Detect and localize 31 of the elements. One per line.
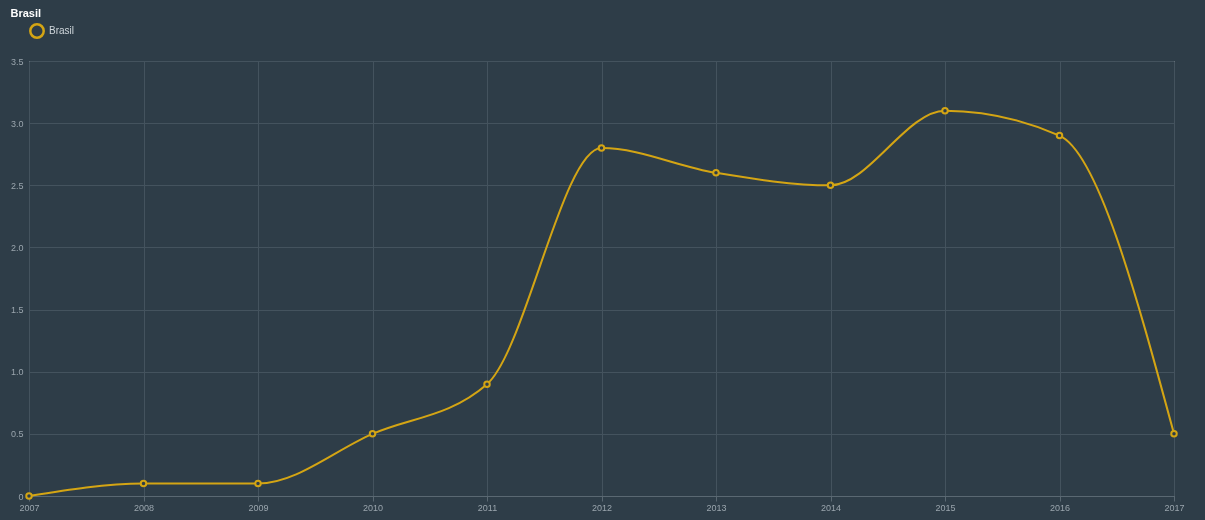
point: [1170, 430, 1178, 438]
x-tick-label: 2017: [1164, 502, 1185, 513]
point: [483, 380, 491, 388]
point: [712, 169, 720, 177]
x-tick-label: 2008: [133, 502, 155, 513]
point: [826, 181, 835, 190]
x-tick-label: 2016: [1049, 502, 1071, 513]
x-tick-label: 2015: [935, 502, 956, 513]
chart-title: Brasil: [10, 7, 42, 19]
point: [139, 479, 148, 488]
x-tick-label: 2009: [248, 502, 269, 513]
y-tick-label: 0: [18, 491, 24, 502]
y-tick-label: 2.0: [10, 242, 24, 253]
x-tick-label: 2011: [477, 502, 498, 513]
y-tick-label: 0.5: [10, 429, 24, 440]
point: [254, 479, 262, 488]
y-tick-label: 3.5: [10, 56, 24, 67]
x-tick-label: 2007: [19, 502, 40, 513]
x-tick-label: 2012: [591, 502, 613, 513]
point: [368, 430, 377, 438]
x-tick-label: 2013: [706, 502, 727, 513]
y-tick-label: 1.0: [10, 367, 24, 378]
point: [941, 106, 949, 115]
point: [1055, 131, 1064, 140]
legend-label: Brasil: [49, 25, 75, 36]
point: [597, 144, 606, 152]
y-tick-label: 2.5: [10, 180, 24, 191]
x-tick-label: 2010: [362, 502, 384, 513]
y-tick-label: 3.0: [10, 118, 24, 129]
y-tick-label: 1.5: [10, 305, 24, 316]
x-tick-label: 2014: [820, 502, 842, 513]
